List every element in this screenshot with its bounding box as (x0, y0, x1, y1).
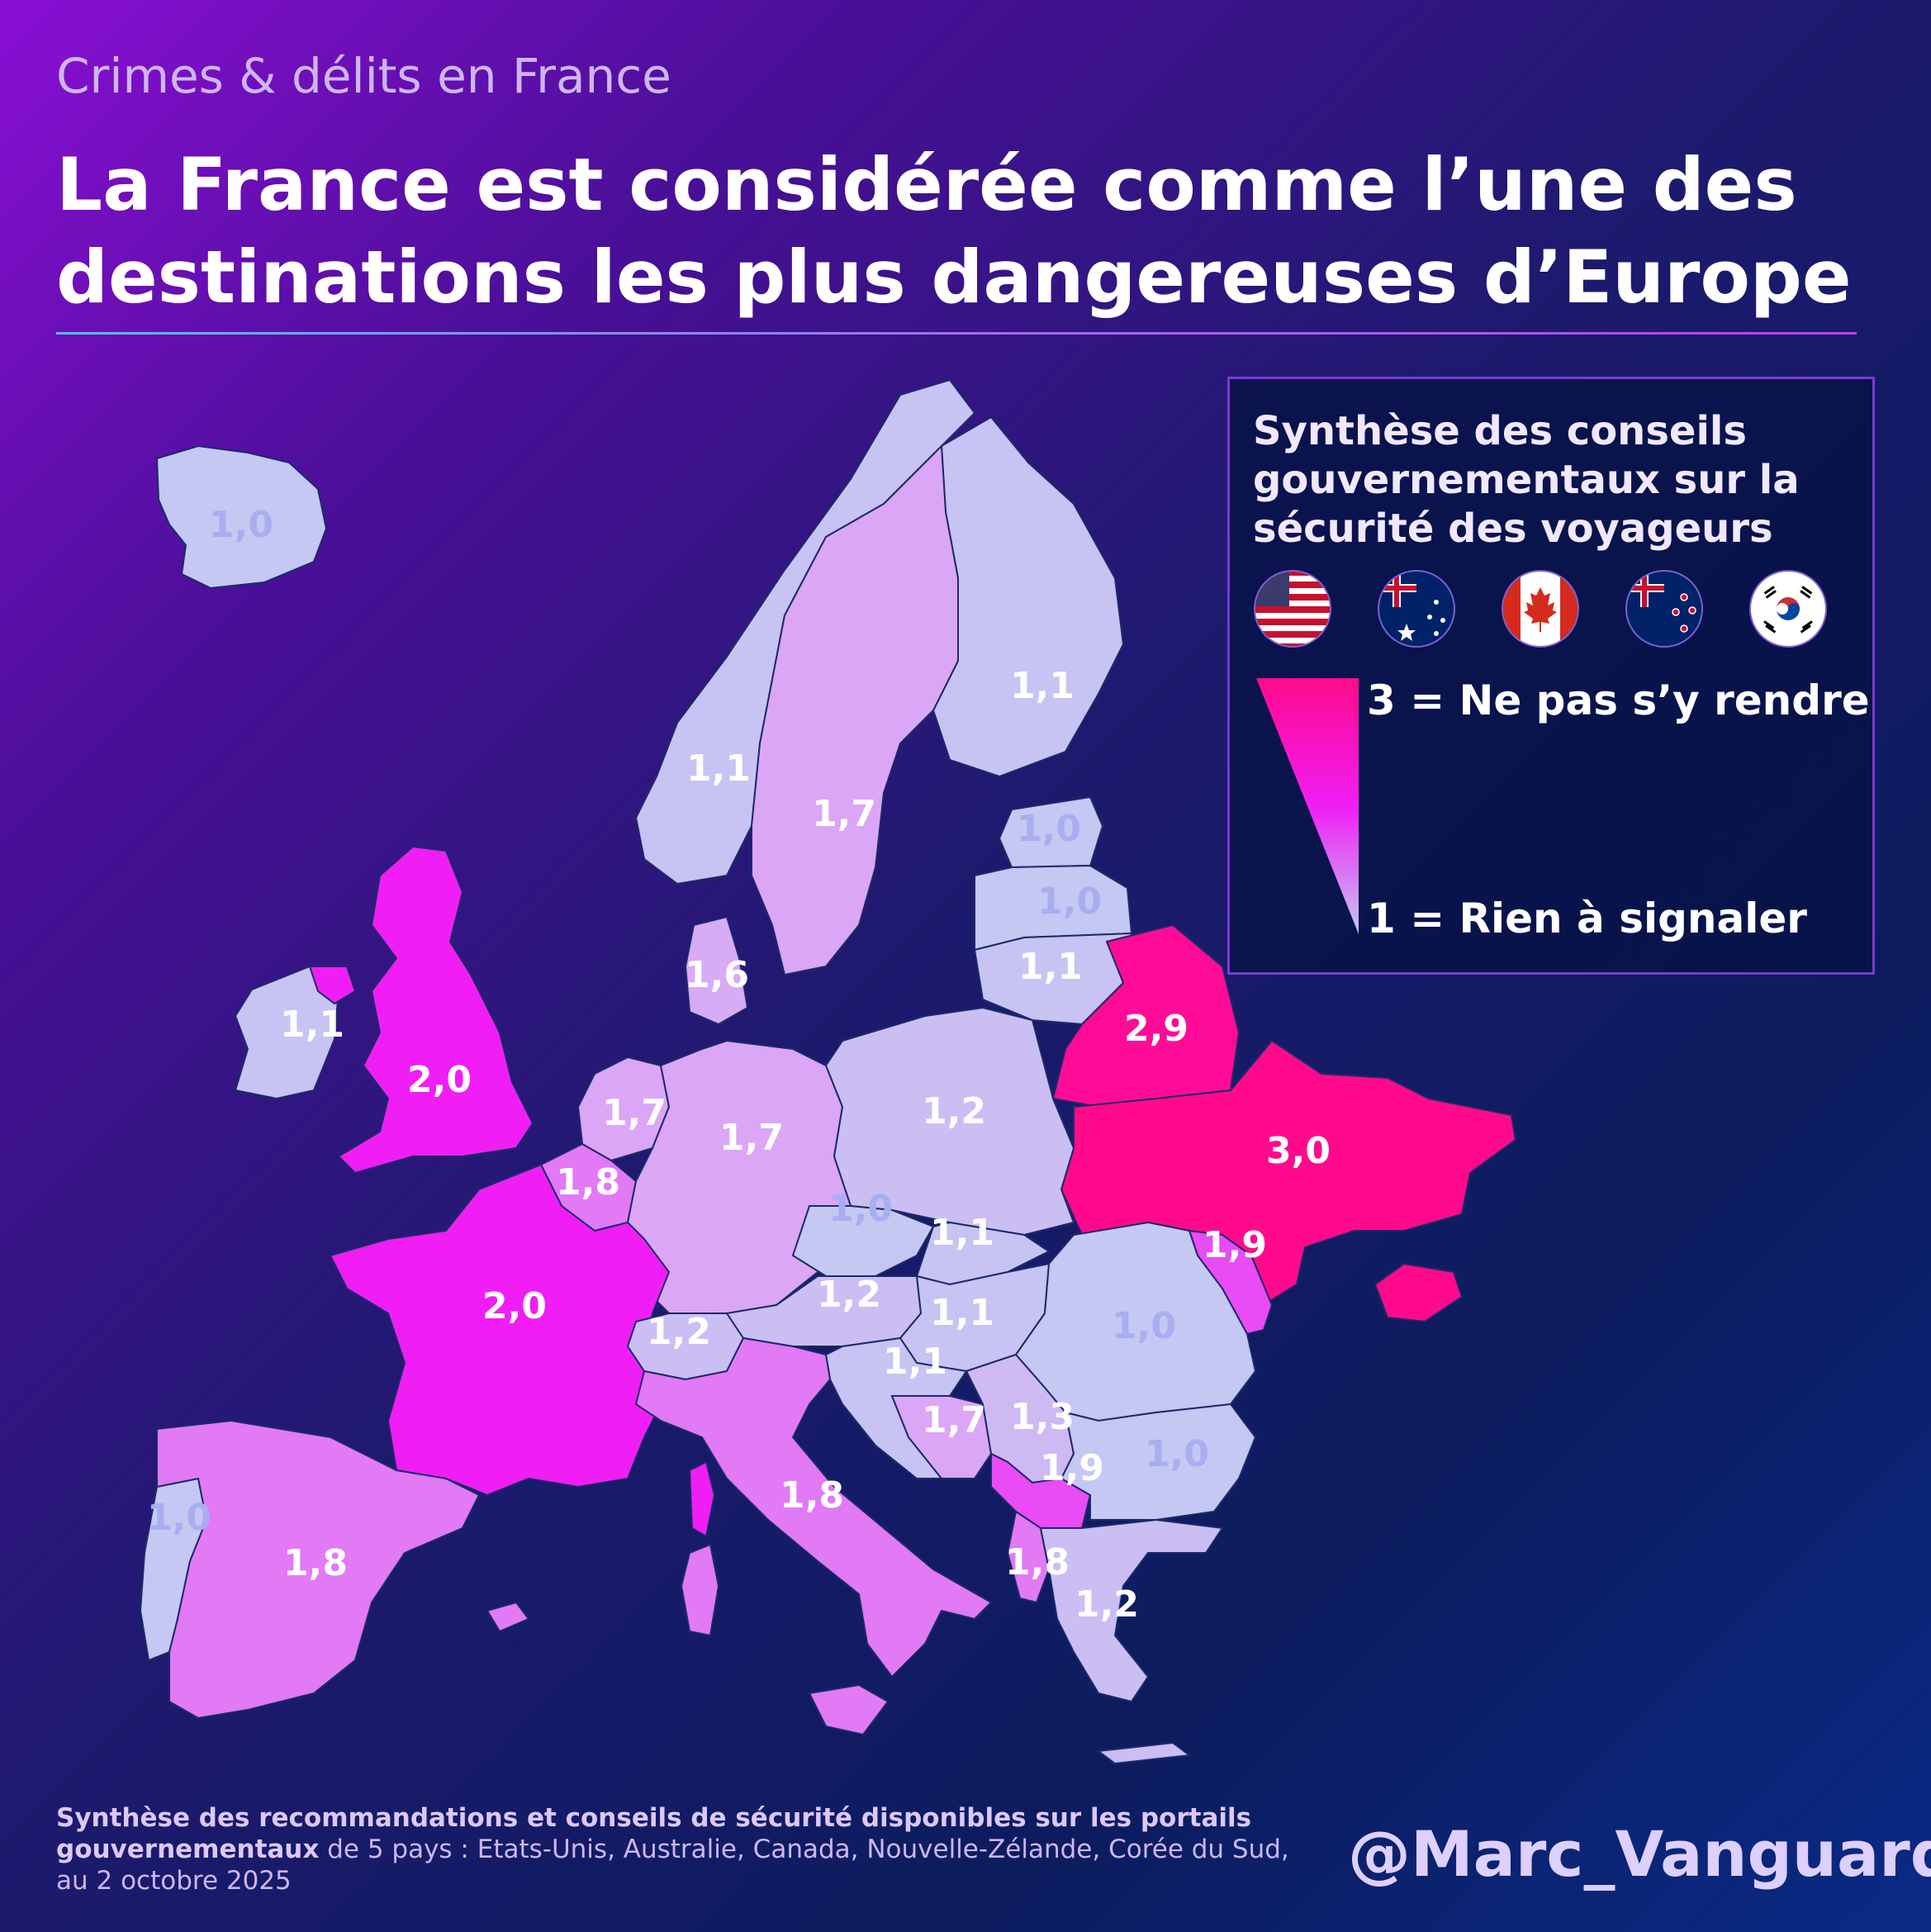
label-germany: 1,7 (719, 1117, 784, 1159)
canada-flag-icon (1502, 570, 1579, 648)
label-hungary: 1,1 (930, 1292, 994, 1334)
label-sweden: 1,7 (812, 793, 876, 835)
usa-flag-icon (1254, 570, 1331, 648)
label-albania: 1,8 (1005, 1541, 1070, 1583)
label-belarus: 2,9 (1124, 1008, 1188, 1050)
legend-panel: Synthèse des conseils gouvernementaux su… (1227, 377, 1875, 975)
label-belgium: 1,8 (556, 1161, 620, 1203)
label-netherlands: 1,7 (602, 1092, 667, 1134)
supertitle: Crimes & délits en France (56, 48, 671, 104)
australia-flag-icon (1378, 570, 1455, 648)
scale-wedge (1256, 678, 1359, 934)
region-united-kingdom (337, 845, 534, 1175)
label-serbia: 1,3 (1010, 1396, 1075, 1438)
region-bosnia (890, 1395, 993, 1479)
region-crimea (1374, 1262, 1464, 1323)
region-denmark (684, 915, 749, 1026)
region-germany (626, 1039, 852, 1314)
label-finland: 1,1 (1010, 665, 1075, 707)
label-kosovo: 1,9 (1040, 1447, 1104, 1489)
label-france: 2,0 (482, 1285, 547, 1327)
value-labels: 1,0 1,1 1,7 1,1 1,0 1,0 1,1 2,9 3,0 1,1 2,0 1,6 1,7 1… (147, 504, 1331, 1626)
label-united-kingdom: 2,0 (407, 1059, 472, 1101)
label-ireland: 1,1 (280, 1004, 344, 1046)
title-divider (56, 332, 1857, 335)
label-ukraine: 3,0 (1266, 1130, 1331, 1172)
region-italy (634, 1336, 993, 1678)
scale-min-label: 1 = Rien à signaler (1367, 895, 1807, 942)
label-italy: 1,8 (780, 1474, 844, 1517)
region-czechia (791, 1205, 935, 1277)
label-spain: 1,8 (283, 1542, 348, 1584)
label-poland: 1,2 (922, 1090, 986, 1132)
south-korea-flag-icon (1749, 570, 1827, 648)
source-note: Synthèse des recommandations et conseils… (56, 1802, 1328, 1896)
region-sardinia (680, 1543, 720, 1637)
region-finland (932, 415, 1125, 778)
label-switzerland: 1,2 (647, 1311, 711, 1353)
new-zealand-flag-icon (1625, 570, 1703, 648)
label-denmark: 1,6 (685, 954, 749, 996)
region-iceland (155, 444, 328, 590)
label-slovenia-croatia: 1,1 (883, 1341, 947, 1383)
label-bosnia: 1,7 (922, 1399, 986, 1441)
region-greece (1039, 1518, 1224, 1703)
region-bulgaria (1060, 1403, 1257, 1521)
author-handle: @Marc_Vanguard (1348, 1817, 1931, 1891)
page-title: La France est considérée comme l’une des… (56, 142, 1852, 320)
region-france (329, 1163, 671, 1497)
label-norway: 1,1 (686, 748, 751, 790)
region-sicily (808, 1683, 890, 1736)
region-northern-ireland (308, 966, 357, 1005)
label-latvia: 1,0 (1037, 881, 1102, 923)
flag-row (1253, 569, 1864, 652)
label-estonia: 1,0 (1017, 808, 1081, 850)
region-kosovo (990, 1452, 1092, 1529)
region-spain (156, 1419, 481, 1720)
source-note-bold: Synthèse des recommandations et conseils… (56, 1803, 1252, 1864)
label-moldova: 1,9 (1203, 1224, 1267, 1266)
label-portugal: 1,0 (147, 1497, 211, 1539)
label-slovakia: 1,1 (930, 1212, 994, 1254)
region-crete (1096, 1741, 1192, 1765)
label-austria: 1,2 (817, 1274, 881, 1316)
region-balearic (486, 1601, 530, 1633)
label-iceland: 1,0 (209, 504, 273, 546)
label-lithuania: 1,1 (1018, 946, 1083, 988)
region-poland (824, 1006, 1075, 1237)
label-greece: 1,2 (1075, 1583, 1139, 1626)
label-bulgaria: 1,0 (1145, 1433, 1209, 1475)
label-romania: 1,0 (1112, 1305, 1176, 1347)
scale-max-label: 3 = Ne pas s’y rendre (1367, 676, 1870, 724)
region-sweden (751, 444, 959, 976)
legend-title: Synthèse des conseils gouvernementaux su… (1253, 408, 1800, 552)
region-corsica (688, 1460, 716, 1538)
source-note-rest: de 5 pays : Etats-Unis, Australie, Canad… (56, 1835, 1289, 1896)
label-czechia: 1,0 (828, 1188, 893, 1230)
